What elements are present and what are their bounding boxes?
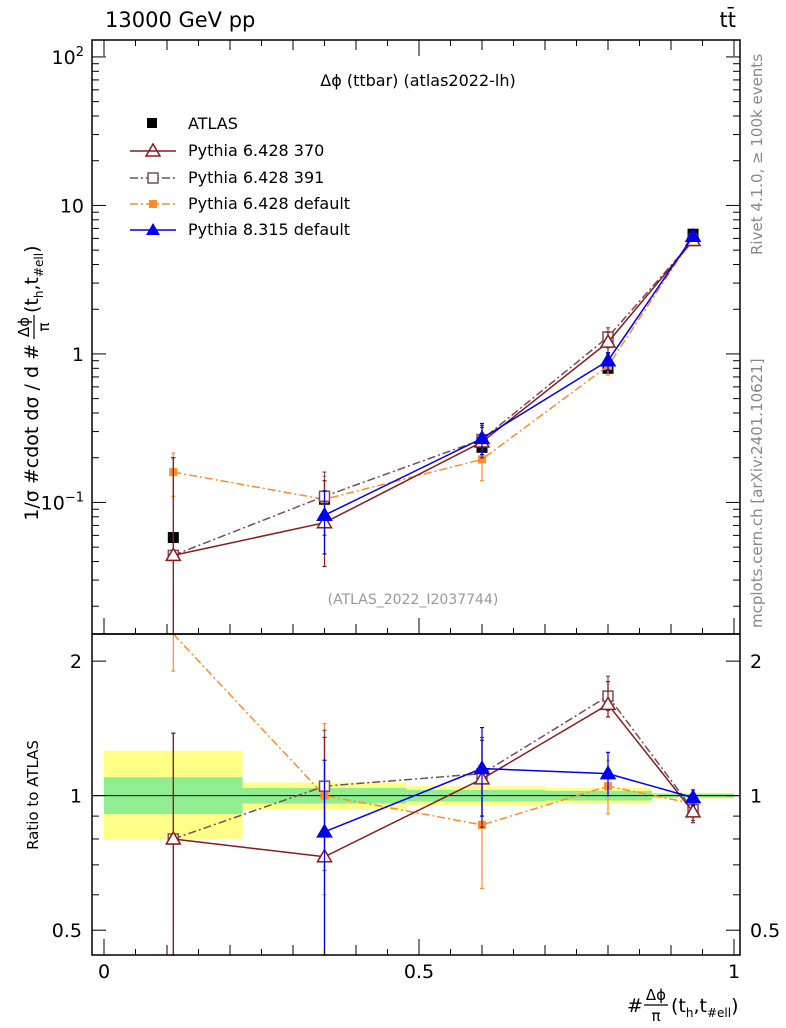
legend-label-pythia8-default: Pythia 8.315 default	[188, 220, 350, 239]
y-axis-label-ratio: Ratio to ATLAS	[24, 740, 42, 850]
series-3-ratio-point	[599, 765, 617, 780]
x-axis-label: # Δϕ π (th,t#ell)	[627, 986, 739, 1025]
main-y-tick-label: 10−1	[41, 490, 84, 514]
ratio-y-tick-label-right: 0.5	[750, 920, 780, 942]
series-2-main-point	[478, 455, 486, 464]
series-0-main-line	[173, 240, 694, 557]
series-1-main-line	[173, 240, 694, 557]
x-tick-label: 0	[98, 961, 110, 983]
legend-marker-pythia6-default	[149, 200, 157, 208]
svg-text:Δϕ: Δϕ	[646, 986, 666, 1004]
ratio-y-tick-label-left: 2	[70, 651, 82, 673]
series-3-main-point	[684, 227, 702, 243]
series-0-ratio-point	[684, 803, 702, 818]
svg-text:(th,t#ell): (th,t#ell)	[21, 245, 46, 313]
series-0-ratio-point	[164, 830, 182, 845]
legend-label-pythia6-default: Pythia 6.428 default	[188, 194, 350, 213]
series-3-ratio-line	[324, 767, 694, 833]
series-3-main-point	[599, 352, 617, 367]
svg-text:Δϕ: Δϕ	[15, 317, 33, 337]
main-y-tick-label: 102	[52, 45, 84, 69]
x-tick-label: 0.5	[404, 961, 434, 983]
process-label: tt̄	[720, 7, 736, 32]
series-2-main-line	[173, 236, 694, 501]
svg-text:(th,t#ell): (th,t#ell)	[671, 995, 739, 1020]
series-0-ratio-point	[599, 695, 617, 711]
legend-marker-pythia6-370	[144, 142, 162, 157]
main-y-tick-label: 10	[60, 195, 84, 217]
svg-text:π: π	[651, 1007, 660, 1024]
y-axis-label-main: 1/σ #cdot dσ / d # Δϕ π (th,t#ell)	[15, 245, 53, 520]
series-1-ratio-line	[173, 695, 694, 840]
svg-text:#: #	[627, 995, 643, 1017]
ratio-y-tick-label-right: 2	[750, 651, 762, 673]
series-0-main-point	[599, 333, 617, 348]
series-3-ratio-point	[684, 789, 702, 804]
side-rivet-label: Rivet 4.1.0, ≥ 100k events	[748, 54, 766, 255]
x-tick-label: 1	[728, 961, 740, 983]
ratio-panel-frame	[91, 633, 741, 956]
series-3-ratio-point	[473, 760, 491, 775]
legend: ATLAS Pythia 6.428 370 Pythia 6.428 391 …	[130, 114, 350, 239]
analysis-id: (ATLAS_2022_I2037744)	[328, 592, 499, 608]
series-3-main-line	[324, 235, 694, 516]
legend-label-atlas: ATLAS	[188, 114, 238, 133]
svg-text:1/σ #cdot dσ / d #: 1/σ #cdot dσ / d #	[21, 344, 43, 521]
energy-label: 13000 GeV pp	[105, 8, 255, 32]
side-mcplots-label: mcplots.cern.ch [arXiv:2401.10621]	[748, 358, 766, 628]
ratio-y-tick-label-left: 0.5	[52, 920, 82, 942]
series-3-main-point	[316, 506, 333, 521]
legend-marker-atlas	[147, 118, 157, 128]
ratio-y-tick-label-right: 1	[750, 786, 762, 808]
ratio-y-tick-label-left: 1	[70, 786, 82, 808]
plot-title: Δϕ (ttbar) (atlas2022-lh)	[320, 71, 515, 90]
series-0-ratio-line	[173, 703, 694, 858]
legend-marker-pythia8-default	[146, 223, 160, 235]
legend-label-pythia6-370: Pythia 6.428 370	[188, 141, 324, 160]
svg-text:π: π	[35, 322, 53, 331]
legend-label-pythia6-391: Pythia 6.428 391	[188, 168, 324, 187]
series-0-main-point	[164, 546, 182, 562]
series-3-main-point	[473, 429, 491, 445]
series-3-ratio-point	[316, 823, 333, 838]
main-y-tick-label: 1	[72, 344, 84, 366]
legend-marker-pythia6-391	[147, 172, 159, 184]
series-2-ratio-line	[172, 633, 694, 826]
